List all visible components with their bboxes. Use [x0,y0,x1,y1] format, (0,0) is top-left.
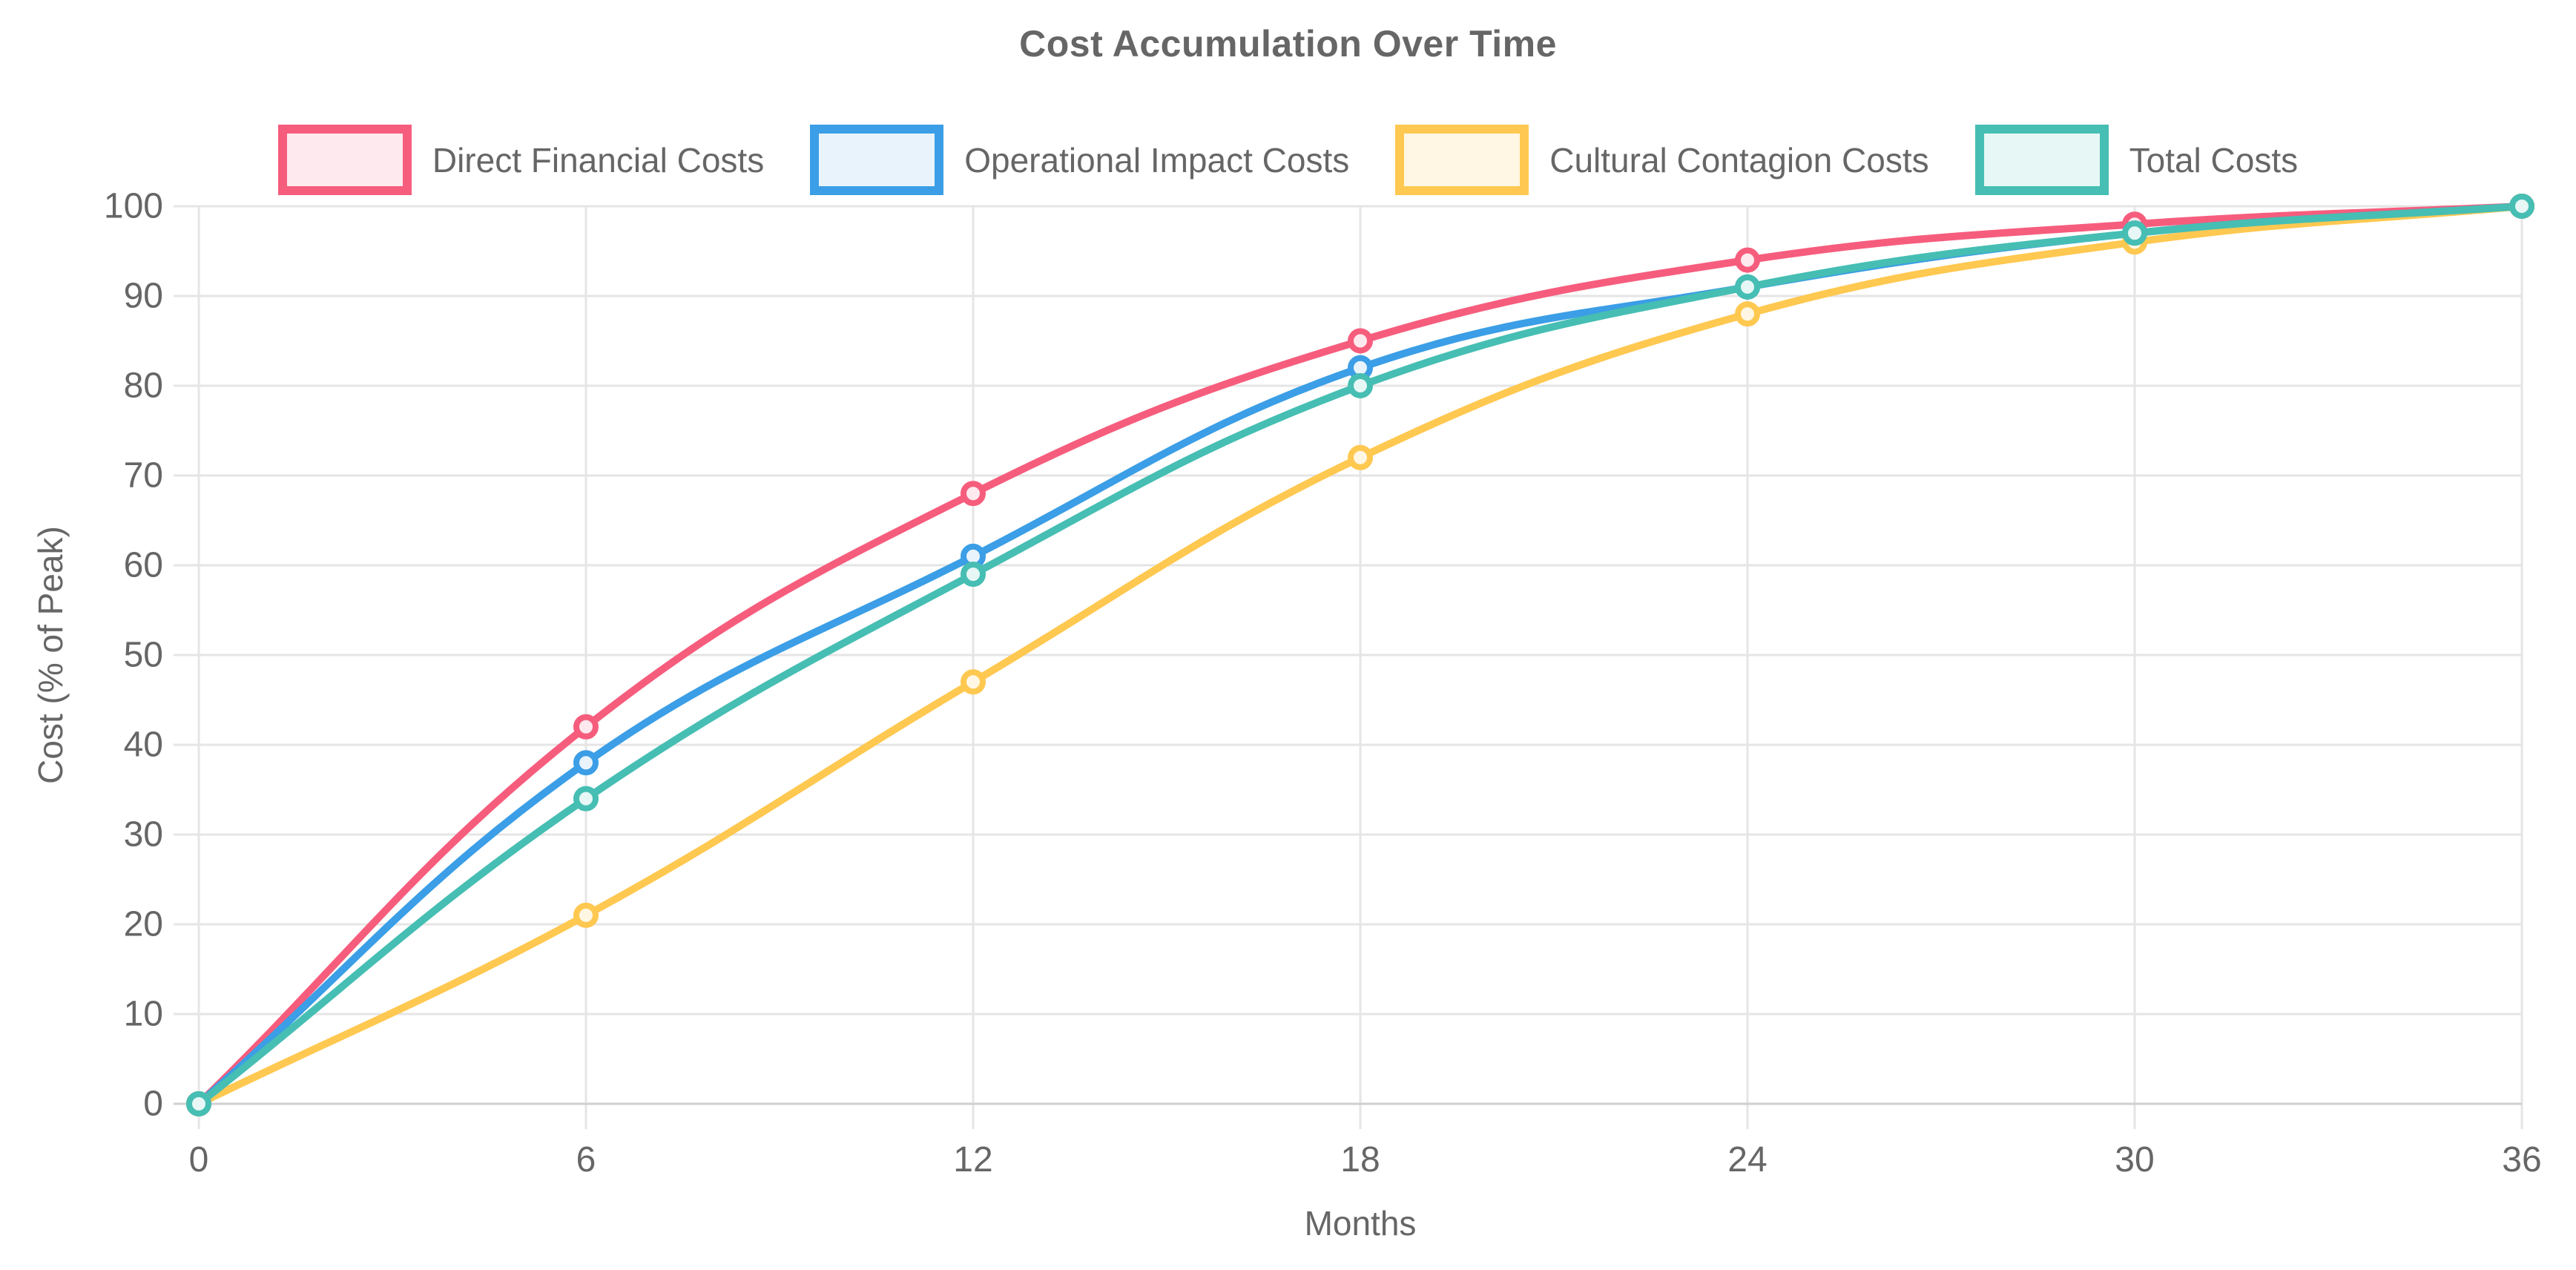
legend-swatch-direct-financial-costs [277,125,412,195]
x-tick-label-12: 12 [953,1140,993,1179]
legend-swatch-total-costs [1974,125,2109,195]
y-tick-label-10: 10 [123,994,163,1034]
x-tick-label-18: 18 [1340,1140,1380,1179]
legend-item-cultural-contagion-costs[interactable]: Cultural Contagion Costs [1395,125,1929,195]
legend-item-operational-impact-costs[interactable]: Operational Impact Costs [810,125,1349,195]
y-axis-title: Cost (% of Peak) [31,526,70,784]
data-point-cultural-contagion-costs-24[interactable] [1735,301,1760,327]
legend-label-direct-financial-costs: Direct Financial Costs [432,140,765,180]
x-tick-label-36: 36 [2502,1140,2542,1179]
y-tick-label-40: 40 [123,725,163,765]
chart-legend: Direct Financial Costs Operational Impact… [0,125,2576,195]
data-point-cultural-contagion-costs-6[interactable] [573,902,599,928]
x-tick-label-6: 6 [576,1140,596,1179]
data-point-total-costs-0[interactable] [186,1091,211,1116]
x-tick-label-24: 24 [1727,1140,1768,1179]
x-tick-label-30: 30 [2115,1140,2155,1179]
data-point-direct-financial-costs-12[interactable] [961,481,986,507]
data-point-direct-financial-costs-18[interactable] [1348,328,1373,354]
y-tick-label-80: 80 [123,366,163,406]
data-point-total-costs-24[interactable] [1735,274,1760,300]
legend-label-total-costs: Total Costs [2129,140,2299,180]
data-point-total-costs-30[interactable] [2122,220,2147,246]
data-point-operational-impact-costs-6[interactable] [573,750,599,776]
y-tick-label-50: 50 [123,635,163,675]
data-point-total-costs-12[interactable] [961,562,986,588]
legend-label-cultural-contagion-costs: Cultural Contagion Costs [1549,140,1929,180]
x-tick-label-0: 0 [188,1140,209,1179]
y-tick-label-100: 100 [103,186,163,226]
legend-swatch-operational-impact-costs [810,125,944,195]
y-tick-label-0: 0 [143,1084,163,1124]
data-point-cultural-contagion-costs-12[interactable] [961,669,986,695]
data-point-direct-financial-costs-6[interactable] [573,714,599,740]
legend-item-direct-financial-costs[interactable]: Direct Financial Costs [277,125,765,195]
data-point-total-costs-6[interactable] [573,786,599,812]
y-tick-label-70: 70 [123,455,163,496]
y-tick-label-30: 30 [123,815,163,855]
chart-title: Cost Accumulation Over Time [1019,23,1557,65]
data-point-total-costs-18[interactable] [1348,373,1373,398]
data-point-cultural-contagion-costs-18[interactable] [1348,444,1373,470]
y-tick-label-20: 20 [123,904,163,944]
x-axis-title: Months [1304,1204,1417,1243]
legend-label-operational-impact-costs: Operational Impact Costs [964,140,1350,180]
legend-swatch-cultural-contagion-costs [1395,125,1529,195]
data-point-direct-financial-costs-24[interactable] [1735,247,1760,273]
data-point-total-costs-36[interactable] [2509,194,2534,219]
y-tick-label-90: 90 [123,276,163,316]
y-tick-label-60: 60 [123,545,163,585]
legend-item-total-costs[interactable]: Total Costs [1974,125,2299,195]
